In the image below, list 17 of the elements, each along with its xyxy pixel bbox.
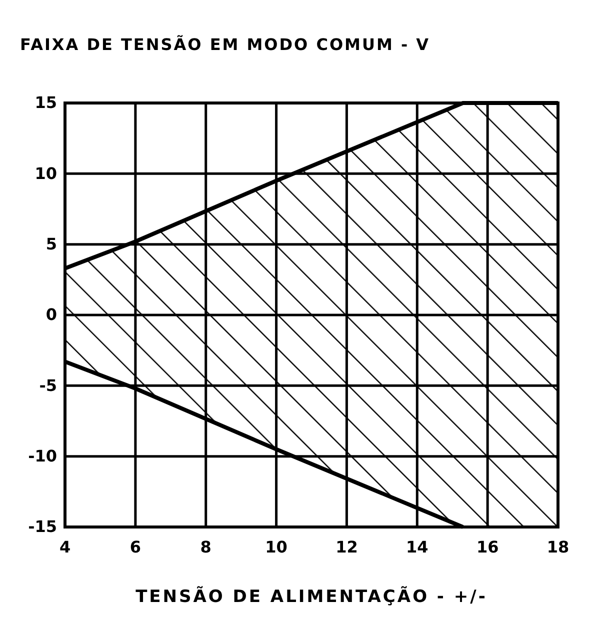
y-tick-label: -15 [28,517,57,536]
x-tick-label: 14 [406,537,428,556]
x-tick-label: 10 [265,537,288,556]
y-axis-title: FAIXA DE TENSÃO EM MODO COMUM - V [20,35,430,54]
x-tick-label: 16 [476,537,499,556]
y-tick-label: 15 [34,93,57,112]
x-tick-label: 6 [130,537,141,556]
y-tick-label: -10 [28,446,57,466]
x-tick-label: 12 [336,537,358,556]
y-tick-label: 0 [46,305,57,324]
x-tick-label: 18 [546,537,570,556]
y-tick-label: 5 [46,234,57,254]
x-tick-label: 4 [59,537,71,556]
y-tick-label: 10 [34,164,57,183]
x-tick-label: 8 [200,537,212,556]
y-tick-label: -5 [39,376,57,395]
x-axis-title: TENSÃO DE ALIMENTAÇÃO - +/- [136,586,488,607]
